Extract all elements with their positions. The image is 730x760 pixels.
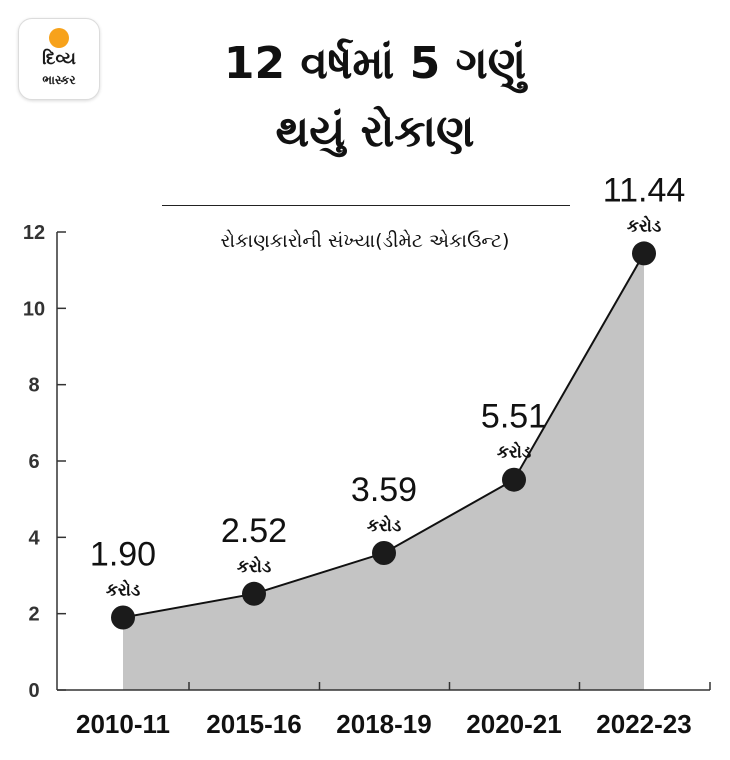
y-tick-label: 12 [23,222,45,244]
data-point [632,241,656,266]
area-fill [123,253,644,690]
data-point [242,581,266,606]
data-point [111,605,135,630]
brand-logo: દિવ્ય ભાસ્કર [18,18,100,100]
y-tick-label: 0 [28,680,39,702]
sun-icon [49,28,69,48]
chart-title-line-2: થયું રોકાણ [275,106,475,157]
y-tick-label: 4 [28,527,40,549]
x-tick-label: 2015-16 [206,709,301,739]
x-tick-label: 2022-23 [596,709,691,739]
data-unit-label: કરોડ [367,514,401,536]
x-tick-label: 2018-19 [336,709,431,739]
chart-title: 12 વર્ષમાં 5 ગણું થયું રોકાણ [140,30,610,166]
chart-title-line-1: 12 વર્ષમાં 5 ગણું [223,38,527,89]
logo-line-2: ભાસ્કર [42,73,76,87]
data-label: 1.90 [90,535,156,573]
logo-line-1: દિવ્ય [42,49,76,69]
x-tick-label: 2010-11 [76,709,170,739]
data-unit-label: કરોડ [627,214,661,236]
title-divider [162,205,570,206]
data-label: 2.52 [221,512,287,550]
chart-subtitle: રોકાણકારોની સંખ્યા(ડીમેટ એકાઉન્ટ) [220,230,510,252]
data-point [502,467,526,492]
data-label: 11.44 [603,171,686,209]
y-tick-label: 10 [23,298,45,320]
data-label: 5.51 [481,398,547,436]
data-unit-label: કરોડ [497,441,531,463]
data-label: 3.59 [351,471,417,509]
x-tick-label: 2020-21 [466,709,561,739]
y-tick-label: 6 [28,451,39,473]
y-tick-label: 8 [28,375,39,397]
y-tick-label: 2 [28,604,39,626]
data-unit-label: કરોડ [106,578,140,600]
data-point [372,541,396,565]
data-unit-label: કરોડ [237,555,271,577]
